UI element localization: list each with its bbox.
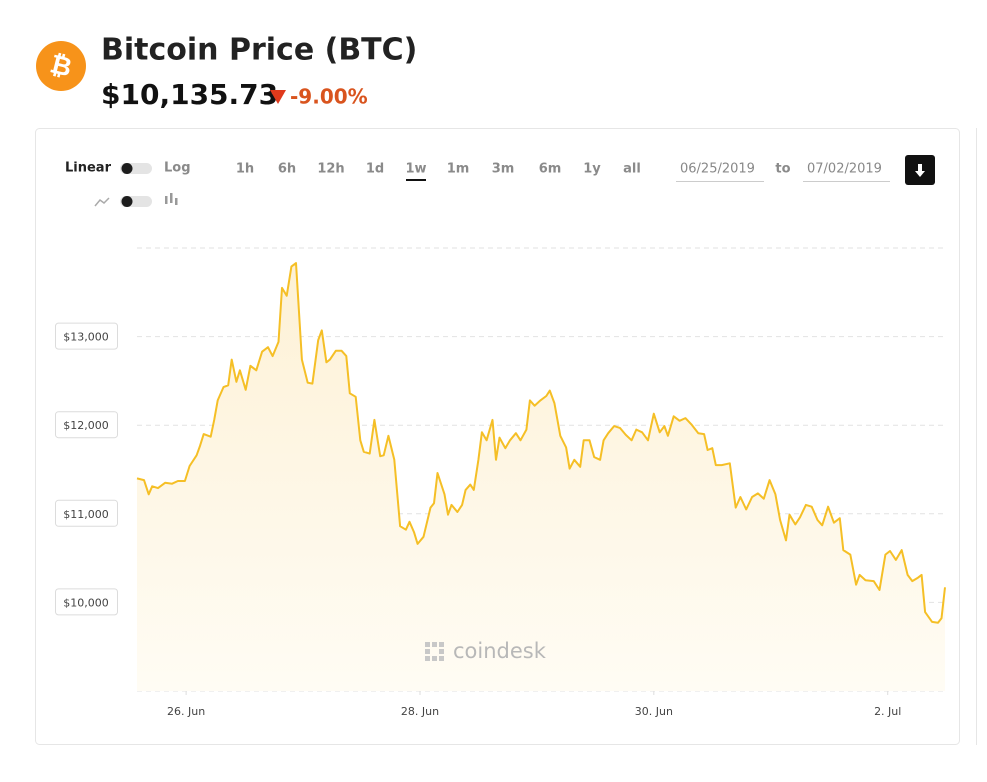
candle-icon <box>165 193 178 205</box>
download-icon <box>915 164 925 177</box>
watermark: coindesk <box>425 639 547 663</box>
scale-linear[interactable]: Linear <box>65 161 112 176</box>
y-tick-box <box>55 499 118 527</box>
range-button[interactable]: 1m <box>447 162 470 177</box>
y-tick-label: $12,000 <box>63 419 109 432</box>
x-tick-label: 2. Jul <box>874 705 901 718</box>
price: $10,135.73 <box>101 78 278 111</box>
range-button[interactable]: 6m <box>539 162 562 177</box>
y-tick: $13,000 <box>55 322 118 350</box>
y-tick-box <box>55 322 118 350</box>
range-button[interactable]: all <box>623 162 641 177</box>
watermark-logo <box>425 642 444 661</box>
y-tick: $10,000 <box>55 588 118 616</box>
price-line <box>136 262 946 624</box>
line-icon <box>94 197 110 207</box>
watermark-text: coindesk <box>453 639 547 663</box>
x-tick-label: 28. Jun <box>401 705 439 718</box>
x-tick-label: 26. Jun <box>167 705 205 718</box>
date-to[interactable]: 07/02/2019 <box>807 162 882 177</box>
btc-icon <box>36 41 86 91</box>
y-tick-box <box>55 588 118 616</box>
scale-log[interactable]: Log <box>164 161 191 176</box>
range-button[interactable]: 1y <box>583 162 601 177</box>
controls: Linear Log 06/25/2019 to 07/02/2019 <box>65 155 935 207</box>
y-tick: $11,000 <box>55 499 118 527</box>
header: ₿ Bitcoin Price (BTC) $10,135.73 -9.00% <box>36 33 417 111</box>
range-button[interactable]: 1d <box>366 162 384 177</box>
date-separator: to <box>775 162 790 177</box>
style-toggle-knob <box>121 196 133 207</box>
range-button[interactable]: 1w <box>405 162 426 177</box>
y-tick-label: $11,000 <box>63 508 109 521</box>
date-from[interactable]: 06/25/2019 <box>680 162 755 177</box>
price-change: -9.00% <box>290 85 368 109</box>
y-tick-label: $13,000 <box>63 331 109 344</box>
y-tick-label: $10,000 <box>63 596 109 609</box>
scale-toggle-knob <box>121 163 133 174</box>
x-tick-label: 30. Jun <box>635 705 673 718</box>
page-title: Bitcoin Price (BTC) <box>101 33 417 68</box>
range-button[interactable]: 6h <box>278 162 296 177</box>
y-tick-box <box>55 411 118 439</box>
price-area <box>137 263 945 691</box>
range-button[interactable]: 12h <box>317 162 344 177</box>
range-button[interactable]: 1h <box>236 162 254 177</box>
down-arrow <box>270 90 286 104</box>
range-button[interactable]: 3m <box>492 162 515 177</box>
y-tick: $12,000 <box>55 411 118 439</box>
